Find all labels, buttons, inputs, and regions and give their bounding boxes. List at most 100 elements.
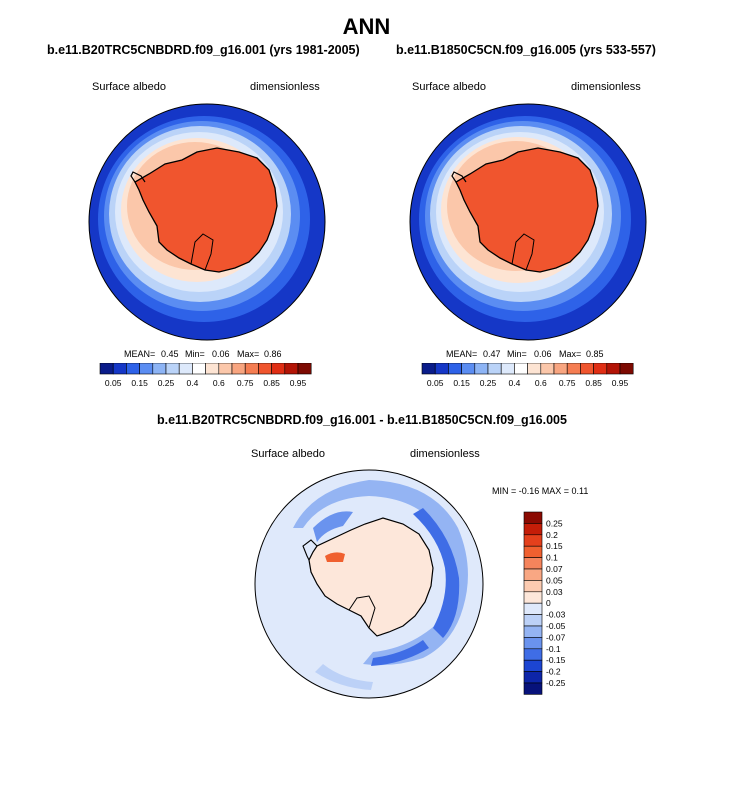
left-max-label: Max= (237, 349, 260, 359)
diff-polar-map (254, 469, 484, 699)
right-max-label: Max= (559, 349, 582, 359)
diff-colorbar-cell (523, 602, 543, 615)
diff-colorbar-cell (523, 511, 543, 524)
diff-colorbar-cell (523, 545, 543, 558)
left-colorbar-tick-label: 0.05 (105, 378, 122, 388)
right-max-value: 0.85 (586, 349, 604, 359)
left-colorbar-cell (231, 363, 246, 375)
left-colorbar-cell (178, 363, 193, 375)
right-colorbar-cell (474, 363, 489, 375)
left-case-title: b.e11.B20TRC5CNBDRD.f09_g16.001 (yrs 198… (47, 43, 360, 57)
right-case-title: b.e11.B1850C5CN.f09_g16.005 (yrs 533-557… (396, 43, 656, 57)
right-colorbar-cell (487, 363, 502, 375)
right-colorbar-cell (540, 363, 555, 375)
right-units-label: dimensionless (571, 81, 641, 93)
diff-colorbar-cell (523, 580, 543, 593)
right-colorbar-cell (514, 363, 528, 375)
right-colorbar-cell (619, 363, 634, 375)
diff-colorbar-tick-label: -0.1 (546, 644, 561, 654)
diff-colorbar-tick-label: -0.25 (546, 678, 566, 688)
left-colorbar: 0.05 0.15 0.25 0.4 0.6 0.75 0.85 0.95 (99, 363, 312, 388)
diff-colorbar-cell (523, 523, 543, 536)
right-colorbar-cell (580, 363, 594, 375)
left-min-label: Min= (185, 349, 205, 359)
right-mean-label: MEAN= (446, 349, 478, 359)
left-colorbar-cell (112, 363, 127, 375)
diff-variable-label: Surface albedo (251, 448, 325, 460)
right-colorbar: 0.05 0.15 0.25 0.4 0.6 0.75 0.85 0.95 (421, 363, 634, 388)
antarctica-landmass (455, 147, 599, 273)
right-colorbar-cell (566, 363, 581, 375)
right-mean-value: 0.47 (483, 349, 501, 359)
left-colorbar-tick-label: 0.15 (131, 378, 148, 388)
diff-units-label: dimensionless (410, 448, 480, 460)
diff-colorbar-cell (523, 568, 543, 581)
right-colorbar-cells (421, 363, 634, 375)
right-min-label: Min= (507, 349, 527, 359)
antarctica-landmass (134, 147, 278, 273)
left-colorbar-cell (218, 363, 233, 375)
diff-colorbar-tick-label: -0.05 (546, 621, 566, 631)
diff-colorbar-cell (523, 614, 543, 627)
right-colorbar-tick-label: 0.05 (427, 378, 444, 388)
page-title: ANN (342, 14, 391, 39)
left-colorbar-cell (152, 363, 167, 375)
left-colorbar-tick-label: 0.4 (186, 378, 198, 388)
diff-colorbar-tick-label: 0 (546, 598, 551, 608)
diff-colorbar-tick-label: -0.15 (546, 655, 566, 665)
left-colorbar-tick-label: 0.75 (237, 378, 254, 388)
left-colorbar-cell (284, 363, 299, 375)
left-max-value: 0.86 (264, 349, 282, 359)
diff-colorbar-tick-label: 0.15 (546, 541, 563, 551)
right-colorbar-tick-label: 0.85 (585, 378, 602, 388)
right-colorbar-cell (461, 363, 476, 375)
left-colorbar-tick-label: 0.95 (290, 378, 307, 388)
left-colorbar-cell (139, 363, 154, 375)
right-min-value: 0.06 (534, 349, 552, 359)
diff-colorbar-cell (523, 648, 543, 661)
left-colorbar-cell (165, 363, 180, 375)
left-colorbar-tick-label: 0.85 (263, 378, 280, 388)
diff-colorbar-cell (523, 659, 543, 672)
left-colorbar-tick-label: 0.6 (213, 378, 225, 388)
positive-anomaly-peninsula (325, 552, 345, 562)
left-mean-label: MEAN= (124, 349, 156, 359)
right-colorbar-cell (434, 363, 449, 375)
antarctica-landmass (308, 517, 434, 637)
diff-colorbar-cell (523, 682, 543, 695)
diff-colorbar-tick-label: 0.05 (546, 575, 563, 585)
left-colorbar-cell (205, 363, 220, 375)
right-colorbar-cell (593, 363, 608, 375)
left-colorbar-cell (192, 363, 206, 375)
diff-colorbar-cell (523, 637, 543, 650)
right-colorbar-tick-label: 0.95 (612, 378, 629, 388)
right-colorbar-cell (448, 363, 462, 375)
diff-colorbar-cell (523, 591, 543, 604)
left-colorbar-cells (99, 363, 312, 375)
diff-colorbar-tick-label: 0.25 (546, 518, 563, 528)
left-colorbar-cell (297, 363, 312, 375)
left-colorbar-cell (244, 363, 259, 375)
diff-colorbar-tick-label: -0.03 (546, 610, 566, 620)
diff-minmax: MIN = -0.16 MAX = 0.11 (492, 486, 589, 496)
diff-colorbar-tick-label: 0.07 (546, 564, 563, 574)
right-colorbar-cell (421, 363, 436, 375)
left-colorbar-cell (126, 363, 140, 375)
diff-colorbar-tick-label: 0.03 (546, 587, 563, 597)
left-mean-value: 0.45 (161, 349, 179, 359)
diff-colorbar-cell (523, 625, 543, 638)
right-variable-label: Surface albedo (412, 81, 486, 93)
left-polar-map (88, 103, 326, 341)
right-colorbar-tick-label: 0.15 (453, 378, 470, 388)
diff-case-title: b.e11.B20TRC5CNBDRD.f09_g16.001 - b.e11.… (157, 413, 567, 427)
right-colorbar-tick-label: 0.25 (480, 378, 497, 388)
diff-colorbar-cell (523, 671, 543, 684)
diff-colorbar-tick-label: 0.1 (546, 553, 558, 563)
right-colorbar-cell (527, 363, 542, 375)
right-colorbar-tick-label: 0.6 (535, 378, 547, 388)
right-colorbar-tick-label: 0.4 (508, 378, 520, 388)
left-colorbar-cell (99, 363, 114, 375)
diff-colorbar-cells (523, 511, 543, 695)
left-units-label: dimensionless (250, 81, 320, 93)
left-colorbar-cell (271, 363, 286, 375)
